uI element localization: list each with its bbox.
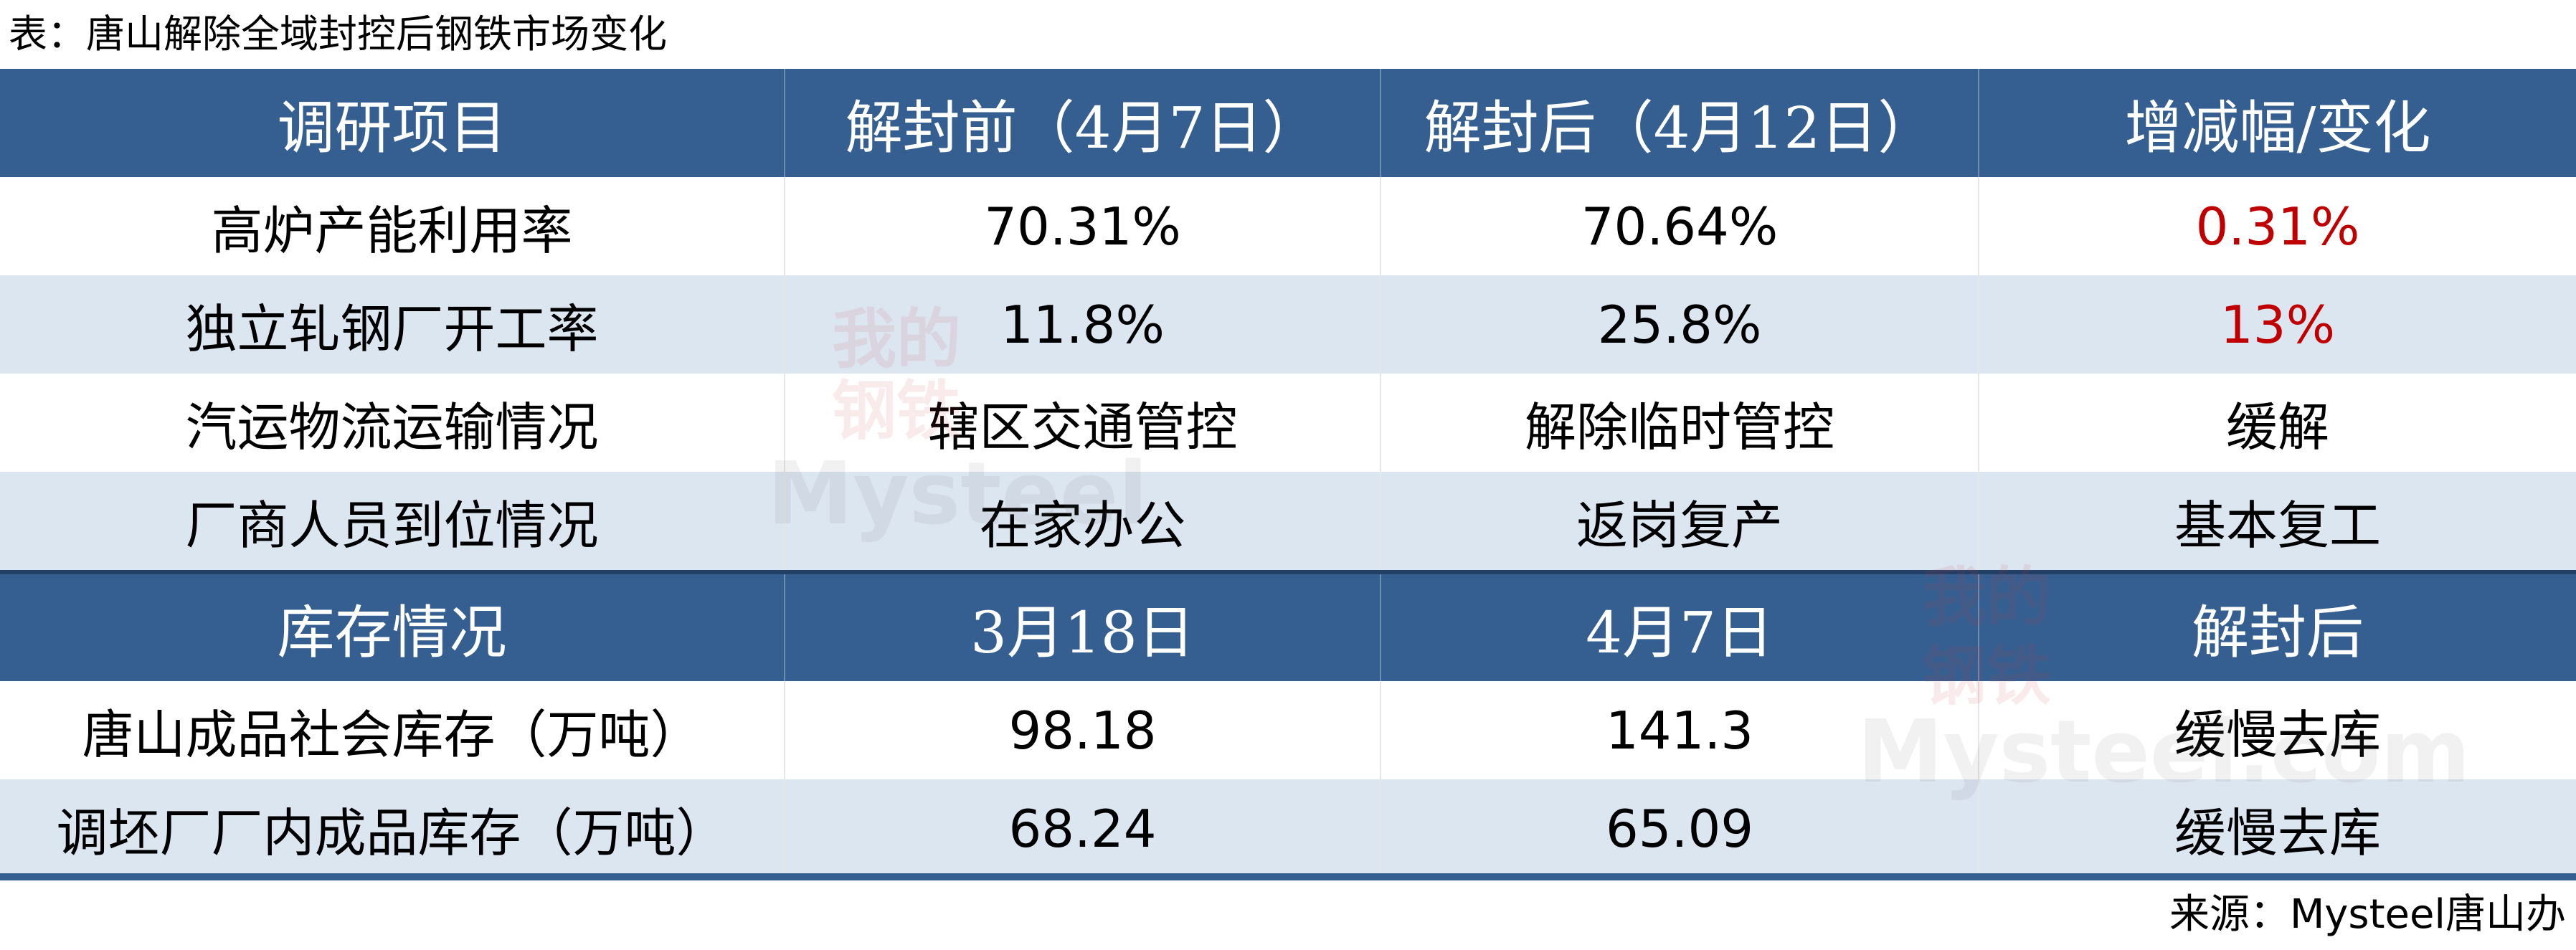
table-cell: 98.18 [784,681,1380,779]
table: 调研项目 解封前（4月7日） 解封后（4月12日） 增减幅/变化高炉产能利用率 70.3… [0,69,2576,878]
table-cell: 基本复工 [1978,472,2576,570]
header-cell: 增减幅/变化 [1978,69,2576,177]
header-cell: 3月18日 [784,574,1380,681]
watermark: 我的 [1922,560,2051,635]
watermark: Mysteel.com [1857,703,2471,802]
table-cell: 在家办公 [784,472,1380,570]
header-cell: 调研项目 [277,94,507,161]
table-cell: 11.8% [784,275,1380,374]
table-row: 汽运物流运输情况 辖区交通管控 解除临时管控 缓解 [0,374,2576,472]
table-cell: 13% [1978,275,2576,374]
table-cell: 68.24 [784,779,1380,878]
table-cell: 汽运物流运输情况 [185,397,599,457]
header-row: 调研项目 解封前（4月7日） 解封后（4月12日） 增减幅/变化 [0,69,2576,177]
table-cell: 缓解 [1978,374,2576,472]
header-cell: 库存情况 [277,599,507,666]
table-row: 调坯厂厂内成品库存（万吨） 68.24 65.09 缓慢去库 [0,779,2576,878]
table-row: 高炉产能利用率 70.31% 70.64% 0.31% [0,177,2576,275]
table-bottom-rule [0,873,2576,880]
table-cell: 65.09 [1380,779,1978,878]
watermark: Mysteel [767,445,1148,544]
header-row: 库存情况 3月18日 4月7日 解封后 [0,570,2576,681]
table-cell: 厂商人员到位情况 [185,495,599,556]
table-row: 厂商人员到位情况 在家办公 返岗复产 基本复工 [0,472,2576,570]
table-cell: 唐山成品社会库存（万吨） [82,705,702,765]
table-cell: 独立轧钢厂开工率 [185,299,599,359]
table-row: 独立轧钢厂开工率 11.8% 25.8% 13% [0,275,2576,374]
table-cell: 解除临时管控 [1380,374,1978,472]
table-cell: 缓慢去库 [1978,779,2576,878]
table-cell: 调坯厂厂内成品库存（万吨） [56,803,728,863]
table-cell: 70.31% [784,177,1380,275]
table-cell: 25.8% [1380,275,1978,374]
table-cell: 高炉产能利用率 [211,201,573,261]
table-row: 唐山成品社会库存（万吨） 98.18 141.3 缓慢去库 [0,681,2576,779]
header-cell: 解封后 [1978,574,2576,681]
table-cell: 141.3 [1380,681,1978,779]
table-title: 表：唐山解除全域封控后钢铁市场变化 [9,11,667,57]
header-cell: 解封前（4月7日） [784,69,1380,177]
source-note: 来源：Mysteel唐山办 [2169,891,2566,938]
watermark: 钢铁 [1922,639,2051,714]
header-cell: 解封后（4月12日） [1380,69,1978,177]
watermark: 我的 [832,302,961,377]
header-cell: 4月7日 [1380,574,1978,681]
watermark: 钢铁 [832,374,961,449]
table-cell: 返岗复产 [1380,472,1978,570]
table-cell: 70.64% [1380,177,1978,275]
table-cell: 0.31% [1978,177,2576,275]
table-cell: 缓慢去库 [1978,681,2576,779]
table-cell: 辖区交通管控 [784,374,1380,472]
